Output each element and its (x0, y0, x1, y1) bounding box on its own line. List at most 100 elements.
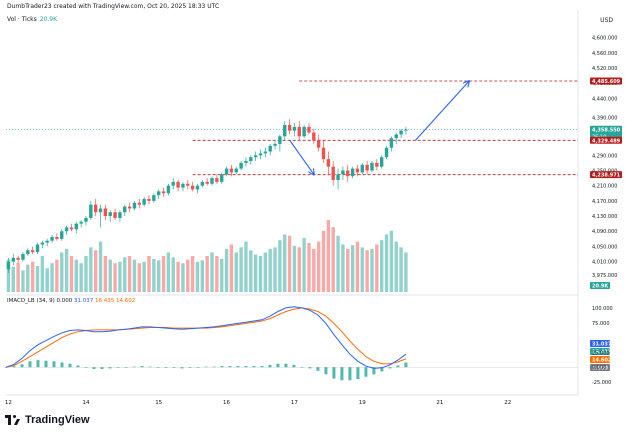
macd-histogram-bar (356, 367, 360, 380)
candle-body (394, 134, 398, 139)
macd-histogram-bar (284, 363, 288, 368)
candle-body (89, 204, 93, 218)
candle-body (249, 157, 253, 161)
macd-histogram-bar (308, 367, 312, 369)
price-label-text: 4,329.489 (592, 138, 621, 144)
candle-body (118, 212, 122, 218)
candle-body (326, 159, 331, 167)
candle-body (16, 257, 20, 260)
macd-histogram-bar (204, 366, 208, 368)
macd-legend: IMACD_LB (34, 9) 0.000 31.037 16.435 14.… (7, 298, 135, 304)
volume-bar (166, 252, 171, 292)
macd-histogram-bar (44, 360, 48, 368)
macd-histogram-bar (404, 362, 408, 368)
volume-bar (89, 247, 93, 292)
volume-bar (142, 261, 146, 292)
volume-bar (137, 263, 142, 292)
volume-bar (60, 252, 64, 292)
volume-label: Vol · Ticks (7, 16, 37, 23)
macd-value-box (590, 364, 610, 371)
time-tick-label: 12 (5, 400, 12, 406)
price-tick-label: 4,290.000 (592, 153, 617, 159)
macd-histogram-bar (108, 367, 112, 369)
candle-body (161, 191, 166, 194)
macd-histogram-bar (332, 367, 336, 379)
candle-body (166, 185, 171, 194)
macd-tick-label: 100.000 (592, 306, 613, 312)
volume-bar (152, 258, 156, 292)
volume-bar (249, 250, 253, 292)
candle-body (64, 227, 69, 232)
macd-value-text: 16.435 (592, 350, 612, 356)
macd-histogram-bar (36, 360, 40, 368)
candle-body (93, 204, 98, 213)
candle-body (287, 124, 292, 131)
price-tick-label: 4,390.000 (592, 115, 617, 121)
candle-body (297, 126, 301, 137)
macd-histogram-bar (188, 367, 192, 368)
volume-bar (190, 256, 195, 292)
macd-histogram-bar (388, 367, 392, 369)
candle-body (292, 126, 297, 131)
candle-body (307, 126, 311, 133)
volume-bar (113, 263, 117, 292)
price-axis[interactable]: 4,600.0004,560.0004,520.0004,480.0004,44… (592, 36, 617, 386)
candle-body (98, 208, 103, 213)
candle-body (350, 168, 355, 177)
volume-bar (123, 257, 127, 292)
candle-body (186, 183, 190, 186)
tradingview-logo[interactable]: TradingView (5, 413, 90, 427)
candle-body (147, 198, 151, 201)
volume-bar (307, 243, 311, 292)
candle-body (21, 254, 25, 260)
volume-value-text: 20.9K (592, 284, 609, 290)
candle-body (321, 147, 326, 160)
volume-bar (229, 244, 234, 292)
candle-body (215, 178, 219, 182)
volume-bar (258, 256, 263, 292)
volume-bar (273, 247, 277, 292)
candle-body (35, 244, 40, 253)
price-tick-label: 4,440.000 (592, 96, 617, 102)
price-tick-label: 4,170.000 (592, 199, 617, 205)
volume-bar (30, 261, 35, 292)
volume-bar (346, 248, 350, 292)
macd-histogram-bar (148, 366, 152, 368)
candle-body (229, 168, 234, 173)
volume-bar (321, 230, 326, 292)
currency-label: USD (600, 17, 613, 24)
time-tick-label: 14 (82, 400, 89, 406)
candle-body (370, 162, 374, 171)
macd-histogram-bar (76, 365, 80, 368)
volume-bar (161, 256, 166, 292)
volume-bar (302, 238, 306, 292)
time-tick-label: 17 (291, 400, 298, 406)
candle-body (190, 185, 195, 190)
volume-bar (215, 256, 219, 292)
volume-value-box (590, 282, 610, 289)
candle-body (113, 212, 117, 218)
volume-bar (21, 270, 25, 292)
candle-body (384, 147, 389, 158)
candle-body (50, 236, 54, 241)
volume-bar (6, 259, 11, 292)
candle-body (234, 168, 238, 173)
price-label-box (590, 77, 622, 85)
volume-bars (6, 220, 408, 292)
macd-histogram-bar (260, 366, 264, 368)
candle-body (40, 242, 45, 245)
macd-histogram-bar (252, 366, 256, 368)
price-tick-label: 4,010.000 (592, 260, 617, 266)
candle-body (171, 181, 175, 186)
candle-body (74, 223, 78, 230)
macd-histogram-bar (60, 362, 64, 368)
volume-bar (132, 259, 137, 292)
macd-value-text: 31.037 (592, 342, 612, 348)
macd-value-box (590, 348, 610, 355)
volume-bar (316, 241, 321, 292)
macd-histogram-bar (124, 367, 128, 368)
time-axis[interactable]: 12 14 15 16 17 19 21 22 (5, 400, 511, 406)
trend-arrow (289, 139, 314, 174)
